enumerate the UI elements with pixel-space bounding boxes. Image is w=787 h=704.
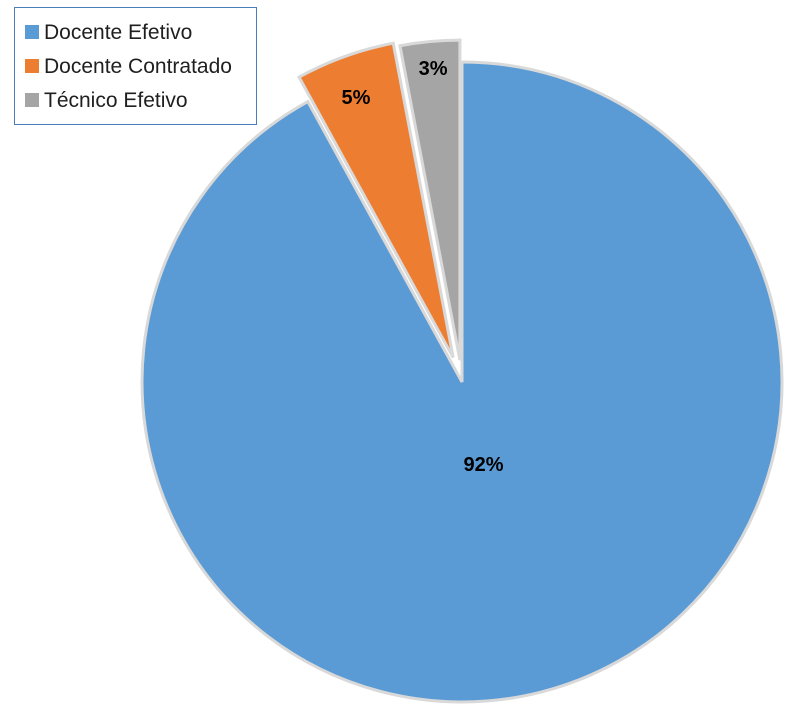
legend-item-docente-contratado: Docente Contratado: [25, 49, 256, 83]
legend-swatch-tecnico-efetivo: [25, 93, 39, 107]
legend-swatch-docente-efetivo: [25, 25, 39, 39]
legend-label-docente-efetivo: Docente Efetivo: [44, 22, 192, 43]
legend-label-tecnico-efetivo: Técnico Efetivo: [44, 90, 188, 111]
data-label-docente-efetivo: 92%: [463, 454, 503, 476]
pie-slice-docente-efetivo: [142, 62, 782, 702]
legend-item-tecnico-efetivo: Técnico Efetivo: [25, 83, 256, 117]
data-label-docente-contratado: 5%: [342, 87, 371, 109]
pie-slices: [142, 40, 782, 702]
chart-legend: Docente Efetivo Docente Contratado Técni…: [14, 7, 257, 125]
legend-label-docente-contratado: Docente Contratado: [44, 56, 232, 77]
legend-swatch-docente-contratado: [25, 59, 39, 73]
legend-item-docente-efetivo: Docente Efetivo: [25, 15, 256, 49]
data-label-tecnico-efetivo: 3%: [419, 58, 448, 80]
